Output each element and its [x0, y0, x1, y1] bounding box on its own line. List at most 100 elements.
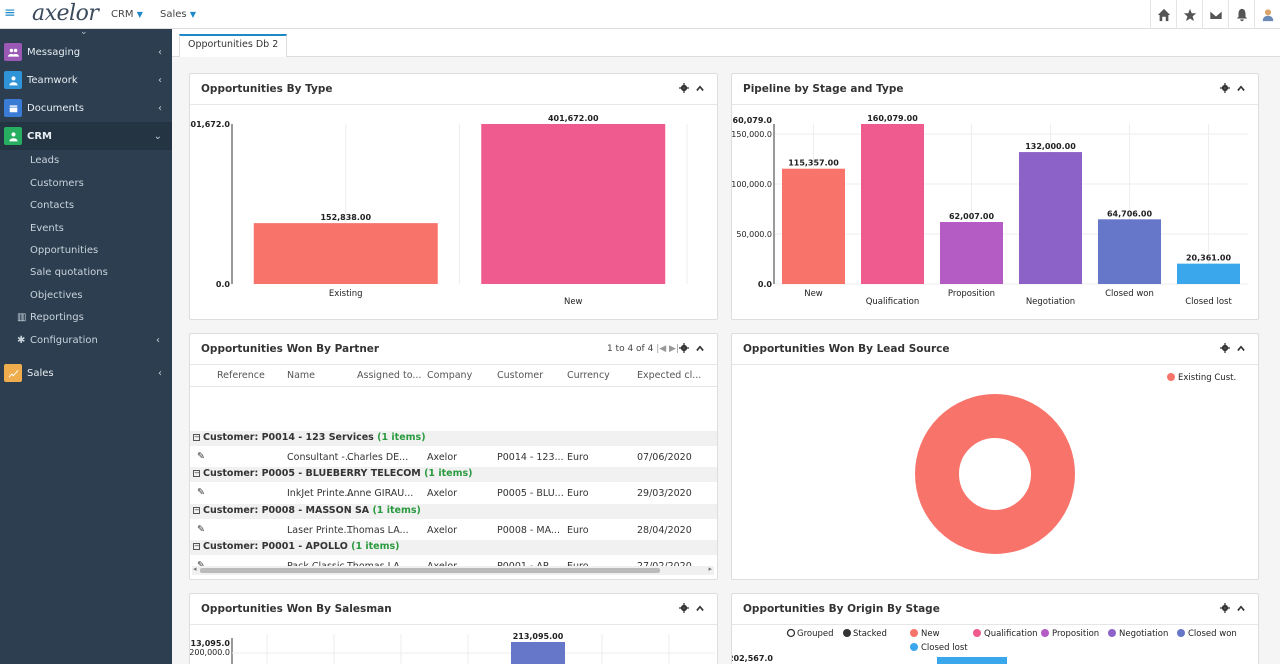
- chevron-up-icon[interactable]: [1236, 603, 1246, 613]
- sidebar-item-messaging[interactable]: Messaging ‹: [0, 38, 172, 66]
- col-currency[interactable]: Currency: [567, 370, 610, 381]
- sidebar-sub-contacts[interactable]: Contacts: [30, 200, 75, 211]
- sidebar-sub-reportings[interactable]: Reportings: [30, 312, 84, 323]
- sidebar-sub-opportunities[interactable]: Opportunities: [30, 245, 99, 256]
- chevron-up-icon[interactable]: [1236, 83, 1246, 93]
- group-label: Customer: P0008 - MASSON SA: [203, 505, 370, 516]
- cell-name: Laser Printe...: [287, 525, 353, 536]
- pencil-icon[interactable]: ✎: [197, 487, 205, 498]
- top-menu-sales[interactable]: Sales ▼: [160, 9, 196, 20]
- collapse-icon[interactable]: −: [193, 433, 200, 441]
- bar: [481, 124, 666, 284]
- chevron-down-icon[interactable]: ⌄: [80, 27, 88, 37]
- chevron-up-icon[interactable]: [695, 83, 705, 93]
- col-reference[interactable]: Reference: [217, 370, 265, 381]
- horizontal-scrollbar[interactable]: ◂ ▸: [192, 565, 714, 575]
- app-logo[interactable]: axelor: [32, 1, 99, 26]
- tab-opportunities-db2[interactable]: Opportunities Db 2: [179, 34, 288, 57]
- pencil-icon[interactable]: ✎: [197, 451, 205, 462]
- collapse-icon[interactable]: −: [193, 469, 200, 477]
- sidebar-sub-customers[interactable]: Customers: [30, 178, 84, 189]
- panel-header: Opportunities Won By Salesman: [190, 594, 717, 625]
- cell-assigned: Anne GIRAU...: [347, 488, 414, 499]
- y-tick-label: 401,672.0: [190, 120, 230, 129]
- chevron-left-icon: ‹: [156, 335, 160, 346]
- top-menu-sales-label: Sales: [160, 9, 187, 20]
- star-icon[interactable]: [1176, 0, 1202, 29]
- user-icon[interactable]: [1254, 0, 1280, 29]
- bar: [861, 124, 924, 284]
- user-icon: [4, 71, 22, 89]
- users-icon: [4, 43, 22, 61]
- sidebar-sub-leads[interactable]: Leads: [30, 155, 60, 166]
- grid-group[interactable]: − Customer: P0001 - APOLLO (1 items): [190, 540, 717, 555]
- grid-group[interactable]: − Customer: P0005 - BLUEBERRY TELECOM (1 …: [190, 467, 717, 482]
- table-row[interactable]: ✎ Consultant -... Charles DE... Axelor P…: [190, 447, 717, 468]
- panel-opportunities-by-type: Opportunities By Type 401,672.0 0.0 152,83…: [189, 73, 718, 320]
- scroll-left-icon[interactable]: ◂: [193, 565, 197, 573]
- caret-down-icon: ▼: [189, 10, 196, 19]
- collapse-icon[interactable]: −: [193, 542, 200, 550]
- sidebar-item-teamwork[interactable]: Teamwork ‹: [0, 66, 172, 94]
- pie-slice: [915, 394, 1075, 554]
- cell-company: Axelor: [427, 452, 458, 463]
- x-tick-label: Existing: [329, 289, 363, 299]
- x-tick-label: Closed won: [1105, 289, 1154, 299]
- sidebar-sub-events[interactable]: Events: [30, 223, 64, 234]
- panel-header: Opportunities Won By Lead Source: [732, 334, 1258, 365]
- table-row[interactable]: ✎ Laser Printe... Thomas LA... Axelor P0…: [190, 520, 717, 541]
- sidebar-item-sales[interactable]: Sales ‹: [0, 359, 172, 387]
- sidebar-item-crm[interactable]: CRM ⌄: [0, 122, 172, 150]
- sidebar-sub-configuration[interactable]: Configuration: [30, 335, 98, 346]
- gear-icon[interactable]: [1220, 343, 1230, 353]
- panel-won-by-partner: Opportunities Won By Partner 1 to 4 of 4…: [189, 333, 718, 580]
- x-tick-label: Negotiation: [1026, 297, 1075, 307]
- col-customer[interactable]: Customer: [497, 370, 544, 381]
- group-label: Customer: P0005 - BLUEBERRY TELECOM: [203, 468, 421, 479]
- sidebar-item-label: CRM: [27, 130, 52, 142]
- cell-assigned: Charles DE...: [347, 452, 409, 463]
- sidebar-sub-objectives[interactable]: Objectives: [30, 290, 83, 301]
- pencil-icon[interactable]: ✎: [197, 524, 205, 535]
- group-count: (1 items): [351, 541, 400, 552]
- top-menu-crm-label: CRM: [111, 9, 134, 20]
- table-row[interactable]: ✎ InkJet Printe... Anne GIRAU... Axelor …: [190, 483, 717, 504]
- gear-icon[interactable]: [679, 603, 689, 613]
- pencil-icon[interactable]: ✎: [197, 560, 205, 571]
- grid-group[interactable]: − Customer: P0008 - MASSON SA (1 items): [190, 504, 717, 519]
- gear-icon[interactable]: [1220, 603, 1230, 613]
- chevron-up-icon[interactable]: [1236, 343, 1246, 353]
- group-count: (1 items): [377, 432, 426, 443]
- chevron-up-icon[interactable]: [695, 343, 705, 353]
- gear-icon[interactable]: [679, 343, 689, 353]
- y-tick-label: 0.0: [216, 280, 231, 289]
- x-tick-label: New: [564, 297, 583, 307]
- grid-group[interactable]: − Customer: P0014 - 123 Services (1 items…: [190, 431, 717, 446]
- gear-icon[interactable]: [679, 83, 689, 93]
- sidebar-item-documents[interactable]: Documents ‹: [0, 94, 172, 122]
- last-page-icon[interactable]: ▶|: [669, 344, 679, 354]
- scrollbar-thumb[interactable]: [200, 568, 660, 573]
- data-label: 132,000.00: [1025, 142, 1076, 151]
- panel-title: Opportunities Won By Lead Source: [743, 343, 950, 355]
- home-icon[interactable]: [1150, 0, 1176, 29]
- sidebar-sub-sale-quotations[interactable]: Sale quotations: [30, 267, 108, 278]
- gear-icon[interactable]: [1220, 83, 1230, 93]
- collapse-icon[interactable]: −: [193, 506, 200, 514]
- first-page-icon[interactable]: |◀: [656, 344, 667, 354]
- bell-icon[interactable]: [1228, 0, 1254, 29]
- top-menu-crm[interactable]: CRM ▼: [111, 9, 143, 20]
- chevron-up-icon[interactable]: [695, 603, 705, 613]
- col-assigned[interactable]: Assigned to...: [357, 370, 422, 381]
- mail-icon[interactable]: [1202, 0, 1228, 29]
- col-name[interactable]: Name: [287, 370, 316, 381]
- y-tick-label: 200,000.0: [190, 648, 230, 657]
- col-company[interactable]: Company: [427, 370, 473, 381]
- cell-assigned: Thomas LA...: [347, 525, 409, 536]
- scroll-right-icon[interactable]: ▸: [708, 565, 712, 573]
- menu-toggle-icon[interactable]: ≡: [4, 5, 16, 21]
- col-expected[interactable]: Expected cl...: [637, 370, 702, 381]
- cell-company: Axelor: [427, 488, 458, 499]
- legend-marker: [1041, 629, 1049, 637]
- panel-header: Opportunities Won By Partner 1 to 4 of 4…: [190, 334, 717, 365]
